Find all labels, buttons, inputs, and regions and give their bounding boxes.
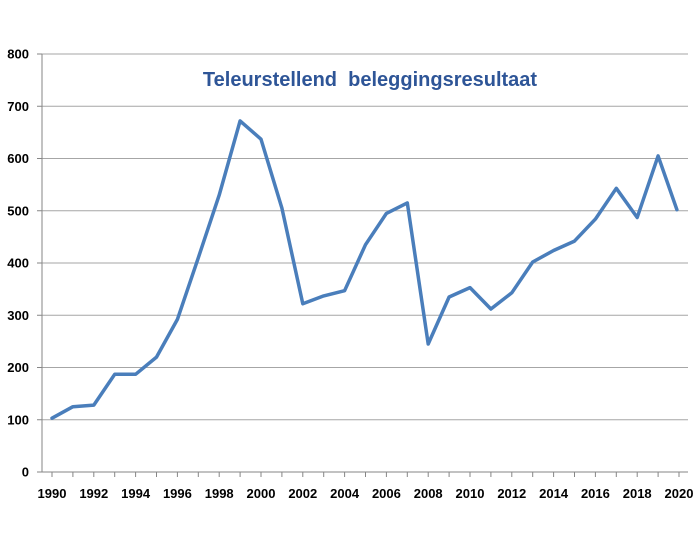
y-tick-label: 300 [7,308,29,323]
x-tick-label: 2006 [372,486,401,501]
x-tick-label: 2016 [581,486,610,501]
series-lines [50,119,679,420]
gridlines [42,53,688,421]
y-tick-label: 600 [7,151,29,166]
x-tick-label: 1994 [121,486,151,501]
x-tick-label: 2012 [497,486,526,501]
y-tick-label: 800 [7,47,29,62]
axes [37,53,688,477]
x-tick-label: 2018 [623,486,652,501]
x-tick-label: 2010 [456,486,485,501]
series-line-0 [50,119,679,420]
x-tick-label: 2002 [288,486,317,501]
x-tick-label: 1996 [163,486,192,501]
x-tick-label: 2020 [665,486,694,501]
y-tick-label: 200 [7,360,29,375]
x-tick-label: 2008 [414,486,443,501]
y-tick-label: 100 [7,412,29,427]
x-tick-label: 1992 [79,486,108,501]
x-tick-label: 1998 [205,486,234,501]
y-tick-label: 500 [7,203,29,218]
x-tick-label: 1990 [38,486,67,501]
x-tick-label: 2004 [330,486,360,501]
chart-title: Teleurstellend beleggingsresultaat [203,69,538,91]
y-tick-labels: 0 100 200 300 400 500 600 700 800 [7,47,29,480]
x-tick-label: 2014 [539,486,569,501]
y-tick-label: 0 [22,465,29,480]
x-tick-labels: 1990 1992 1994 1996 1998 2000 2002 2004 2006 2008… [38,486,694,501]
y-tick-label: 400 [7,256,29,271]
x-tick-label: 2000 [247,486,276,501]
y-tick-label: 700 [7,99,29,114]
